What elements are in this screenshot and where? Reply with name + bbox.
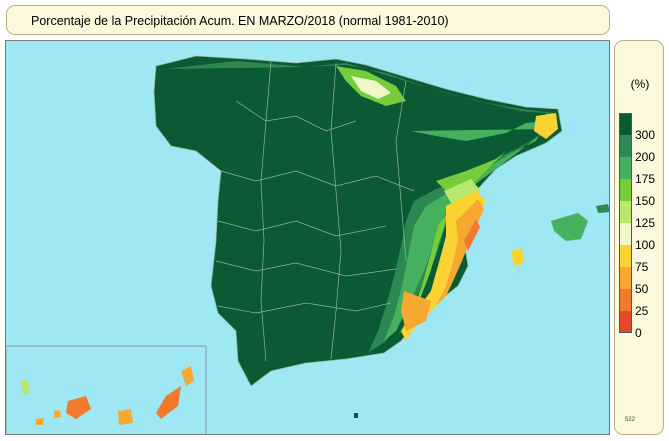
ceuta: [354, 413, 358, 418]
province-borders: [215, 60, 415, 362]
ibiza: [511, 248, 524, 266]
legend-label: 175: [635, 172, 656, 186]
legend-swatch: [619, 311, 632, 333]
legend-label: 150: [635, 194, 656, 208]
title-bar: Porcentaje de la Precipitación Acum. EN …: [6, 5, 610, 35]
map-code: 522: [625, 417, 636, 423]
canary-el-hierro: [36, 418, 44, 425]
band-100-north: [351, 76, 391, 99]
legend-label: 25: [635, 304, 649, 318]
legend-swatch: [619, 223, 632, 245]
band-25-east: [464, 219, 480, 251]
legend-swatch: [619, 201, 632, 223]
legend-label: 100: [635, 238, 656, 252]
legend-swatch: [619, 113, 632, 135]
band-50-east: [436, 199, 484, 306]
legend-swatch: [619, 267, 632, 289]
legend-panel: (%) 300 200 175 150 125 100 75 50 25 0 522: [614, 40, 664, 435]
map-panel: [5, 40, 610, 435]
legend-label: 200: [635, 150, 656, 164]
mallorca: [550, 212, 589, 242]
canary-la-palma: [21, 379, 30, 395]
legend-label: 125: [635, 216, 656, 230]
canary-la-gomera: [54, 410, 61, 418]
legend-swatch: [619, 135, 632, 157]
legend-label: 75: [635, 260, 649, 274]
legend-swatch: [619, 289, 632, 311]
band-50-south: [401, 291, 431, 331]
legend-swatch: [619, 245, 632, 267]
band-175: [384, 121, 546, 341]
canary-inset-frame: [6, 345, 207, 434]
legend-label: 50: [635, 282, 649, 296]
canary-tenerife: [66, 396, 91, 419]
band-75-catalonia: [534, 113, 558, 139]
legend-unit: (%): [630, 77, 650, 91]
legend-label: 0: [635, 326, 642, 340]
legend-swatch: [619, 179, 632, 201]
canary-gran-canaria: [118, 409, 133, 425]
canary-fuerteventura: [156, 386, 181, 419]
legend-swatch: [619, 157, 632, 179]
canary-lanzarote: [181, 366, 194, 386]
precipitation-map: [6, 55, 609, 434]
menorca: [596, 204, 609, 213]
map-title: Porcentaje de la Precipitación Acum. EN …: [31, 14, 449, 28]
legend-label: 300: [635, 128, 656, 142]
